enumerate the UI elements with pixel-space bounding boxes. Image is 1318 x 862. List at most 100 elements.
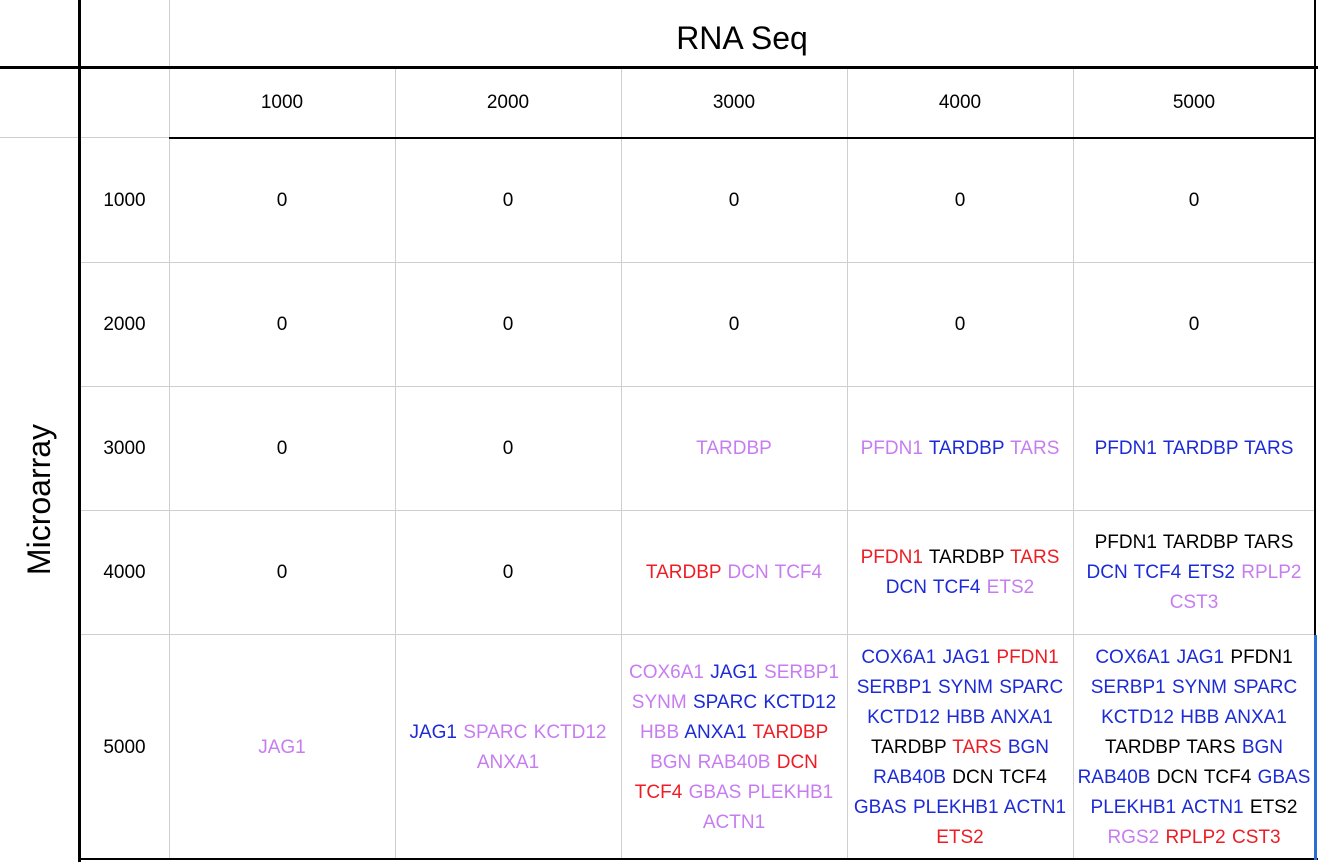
gene-name: KCTD12: [763, 691, 837, 713]
gene-name: ANXA1: [990, 706, 1053, 728]
gene-name: PFDN1: [1230, 646, 1293, 668]
grid-line: [169, 68, 170, 860]
gene-list: COX6A1 JAG1 PFDN1 SERBP1 SYNM SPARC KCTD…: [850, 643, 1070, 853]
column-header: 1000: [260, 92, 304, 113]
gene-name: GBAS: [688, 781, 742, 803]
gene-name: KCTD12: [1101, 706, 1174, 728]
gene-name: TARS: [1244, 532, 1294, 553]
gene-name: RPLP2: [1165, 826, 1226, 848]
gene-name: ANXA1: [476, 751, 540, 773]
gene-name: TARDBP: [645, 562, 722, 583]
gene-name: SERBP1: [1090, 676, 1166, 698]
gene-name: RAB40B: [697, 751, 771, 773]
border-line: [80, 858, 1318, 860]
gene-list: JAG1: [258, 733, 306, 763]
gene-name: DCN: [885, 577, 927, 598]
gene-name: TCF4: [774, 562, 823, 583]
row-header: 3000: [103, 438, 146, 459]
column-header: 5000: [1172, 92, 1216, 113]
gene-name: BGN: [1007, 736, 1049, 758]
table-cell: 0: [502, 562, 514, 583]
gene-name: RAB40B: [873, 766, 946, 788]
gene-name: PLEKHB1: [913, 796, 999, 818]
table-cell: COX6A1 JAG1 SERBP1 SYNM SPARC KCTD12 HBB…: [621, 635, 847, 860]
table-cell: PFDN1 TARDBP TARS DCN TCF4 ETS2: [847, 511, 1073, 635]
row-header: 2000: [103, 314, 146, 335]
selection-edge: [1314, 635, 1317, 860]
table-cell: 0: [728, 189, 740, 211]
microarray-title-container: Microarray: [0, 138, 80, 860]
gene-name: KCTD12: [533, 721, 607, 743]
gene-name: TCF4: [634, 781, 683, 803]
column-header: 2000: [486, 92, 530, 113]
gene-name: TARS: [1186, 736, 1236, 758]
gene-name: SYNM: [631, 691, 687, 713]
gene-name: KCTD12: [867, 706, 940, 728]
gene-name: PFDN1: [1094, 532, 1157, 553]
table-cell: JAG1: [169, 635, 395, 860]
gene-name: DCN: [727, 562, 769, 583]
gene-name: RGS2: [1107, 826, 1160, 848]
table-cell: 0: [276, 438, 288, 459]
grid-line: [847, 68, 848, 860]
gene-name: COX6A1: [1095, 646, 1171, 668]
gene-name: PLEKHB1: [747, 781, 834, 803]
gene-name: PFDN1: [996, 646, 1059, 668]
row-header: 4000: [103, 562, 146, 583]
gene-name: SPARC: [999, 676, 1064, 698]
table-cell: 0: [1188, 189, 1200, 211]
gene-name: DCN: [1156, 766, 1198, 788]
gene-name: TARDBP: [871, 736, 947, 758]
table-cell: JAG1 SPARC KCTD12 ANXA1: [395, 635, 621, 860]
gene-list: JAG1 SPARC KCTD12 ANXA1: [398, 718, 618, 778]
gene-name: BGN: [1241, 736, 1283, 758]
gene-name: TARDBP: [1162, 438, 1239, 459]
gene-name: SYNM: [1172, 676, 1227, 698]
gene-name: TARDBP: [928, 438, 1005, 459]
gene-list: COX6A1 JAG1 PFDN1 SERBP1 SYNM SPARC KCTD…: [1076, 643, 1312, 853]
gene-name: TCF4: [932, 577, 981, 598]
gene-name: TARDBP: [928, 547, 1005, 568]
column-header: 4000: [938, 92, 982, 113]
gene-list: TARDBP DCN TCF4: [646, 558, 822, 588]
gene-name: RAB40B: [1077, 766, 1151, 788]
gene-name: TARS: [1010, 547, 1060, 568]
gene-name: TCF4: [1133, 562, 1182, 583]
grid-line: [621, 68, 622, 860]
gene-list: PFDN1 TARDBP TARS DCN TCF4 ETS2 RPLP2 CS…: [1076, 528, 1312, 618]
table-cell: 0: [502, 438, 514, 459]
table-cell: PFDN1 TARDBP TARS: [1073, 387, 1315, 511]
gene-name: HBB: [640, 721, 680, 743]
gene-list: PFDN1 TARDBP TARS: [1095, 434, 1294, 464]
grid-line: [0, 137, 169, 138]
gene-name: SPARC: [692, 691, 758, 713]
gene-name: TARS: [1244, 438, 1294, 459]
gene-name: ACTN1: [1003, 796, 1067, 818]
border-line: [78, 0, 81, 862]
grid-line: [395, 68, 396, 860]
gene-name: TARDBP: [1162, 532, 1239, 553]
table-cell: PFDN1 TARDBP TARS DCN TCF4 ETS2 RPLP2 CS…: [1073, 511, 1315, 635]
table-cell: 0: [1188, 314, 1200, 335]
gene-name: ANXA1: [1224, 706, 1287, 728]
gene-name: ETS2: [1249, 796, 1298, 818]
gene-name: SPARC: [1233, 676, 1298, 698]
gene-name: ETS2: [1187, 562, 1235, 583]
gene-name: SYNM: [938, 676, 993, 698]
border-line: [0, 66, 1318, 69]
gene-list: PFDN1 TARDBP TARS DCN TCF4 ETS2: [850, 543, 1070, 603]
border-line: [1314, 0, 1316, 635]
gene-name: BGN: [650, 751, 692, 773]
grid-line: [1073, 68, 1074, 860]
gene-name: PFDN1: [860, 438, 923, 459]
gene-name: COX6A1: [861, 646, 937, 668]
gene-name: TARS: [952, 736, 1002, 758]
table-cell: COX6A1 JAG1 PFDN1 SERBP1 SYNM SPARC KCTD…: [847, 635, 1073, 860]
gene-name: SPARC: [463, 721, 528, 743]
table-cell: 0: [502, 189, 514, 211]
gene-list: COX6A1 JAG1 SERBP1 SYNM SPARC KCTD12 HBB…: [624, 658, 844, 838]
table-cell: TARDBP: [621, 387, 847, 511]
gene-list: TARDBP: [696, 434, 772, 464]
gene-name: GBAS: [1257, 766, 1311, 788]
